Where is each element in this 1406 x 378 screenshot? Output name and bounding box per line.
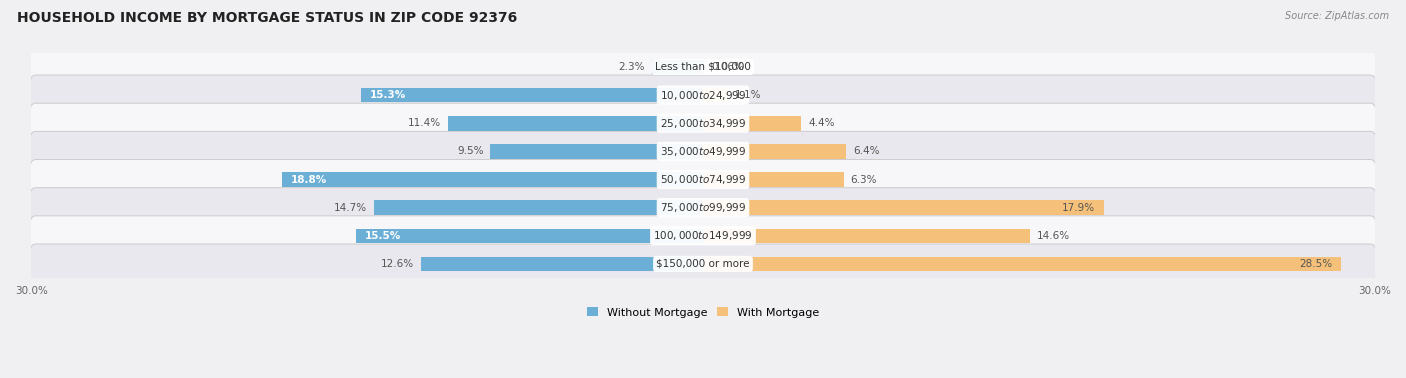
Text: 28.5%: 28.5% [1299, 259, 1331, 269]
Bar [374, 200, 703, 215]
FancyBboxPatch shape [31, 132, 1375, 171]
FancyBboxPatch shape [31, 103, 1375, 143]
Text: 11.4%: 11.4% [408, 118, 441, 128]
Text: 4.4%: 4.4% [808, 118, 835, 128]
Text: 2.3%: 2.3% [619, 62, 645, 72]
Text: Less than $10,000: Less than $10,000 [655, 62, 751, 72]
Bar [283, 172, 703, 187]
FancyBboxPatch shape [31, 47, 1375, 87]
Bar [703, 229, 1029, 243]
Text: $25,000 to $34,999: $25,000 to $34,999 [659, 117, 747, 130]
Text: Source: ZipAtlas.com: Source: ZipAtlas.com [1285, 11, 1389, 21]
FancyBboxPatch shape [31, 216, 1375, 256]
Text: 15.5%: 15.5% [366, 231, 401, 241]
Text: $35,000 to $49,999: $35,000 to $49,999 [659, 145, 747, 158]
Text: 18.8%: 18.8% [291, 175, 328, 184]
Text: $100,000 to $149,999: $100,000 to $149,999 [654, 229, 752, 242]
Text: 6.4%: 6.4% [853, 146, 880, 156]
Bar [356, 229, 703, 243]
Text: 14.6%: 14.6% [1036, 231, 1070, 241]
Text: 14.7%: 14.7% [335, 203, 367, 213]
Bar [703, 144, 846, 159]
FancyBboxPatch shape [31, 187, 1375, 228]
Bar [703, 88, 728, 102]
Text: 17.9%: 17.9% [1062, 203, 1095, 213]
Text: 9.5%: 9.5% [457, 146, 484, 156]
Text: $75,000 to $99,999: $75,000 to $99,999 [659, 201, 747, 214]
Bar [447, 116, 703, 130]
FancyBboxPatch shape [31, 244, 1375, 284]
Bar [703, 257, 1341, 271]
Text: 15.3%: 15.3% [370, 90, 406, 100]
Bar [491, 144, 703, 159]
Text: 0.06%: 0.06% [711, 62, 744, 72]
Bar [420, 257, 703, 271]
Text: 6.3%: 6.3% [851, 175, 877, 184]
Text: HOUSEHOLD INCOME BY MORTGAGE STATUS IN ZIP CODE 92376: HOUSEHOLD INCOME BY MORTGAGE STATUS IN Z… [17, 11, 517, 25]
FancyBboxPatch shape [31, 160, 1375, 200]
Bar [703, 116, 801, 130]
Bar [360, 88, 703, 102]
Text: 12.6%: 12.6% [381, 259, 415, 269]
Text: $150,000 or more: $150,000 or more [657, 259, 749, 269]
Legend: Without Mortgage, With Mortgage: Without Mortgage, With Mortgage [582, 303, 824, 322]
Bar [703, 172, 844, 187]
Bar [651, 60, 703, 74]
Text: 1.1%: 1.1% [734, 90, 761, 100]
Text: $10,000 to $24,999: $10,000 to $24,999 [659, 88, 747, 102]
Bar [703, 200, 1104, 215]
Text: $50,000 to $74,999: $50,000 to $74,999 [659, 173, 747, 186]
FancyBboxPatch shape [31, 75, 1375, 115]
